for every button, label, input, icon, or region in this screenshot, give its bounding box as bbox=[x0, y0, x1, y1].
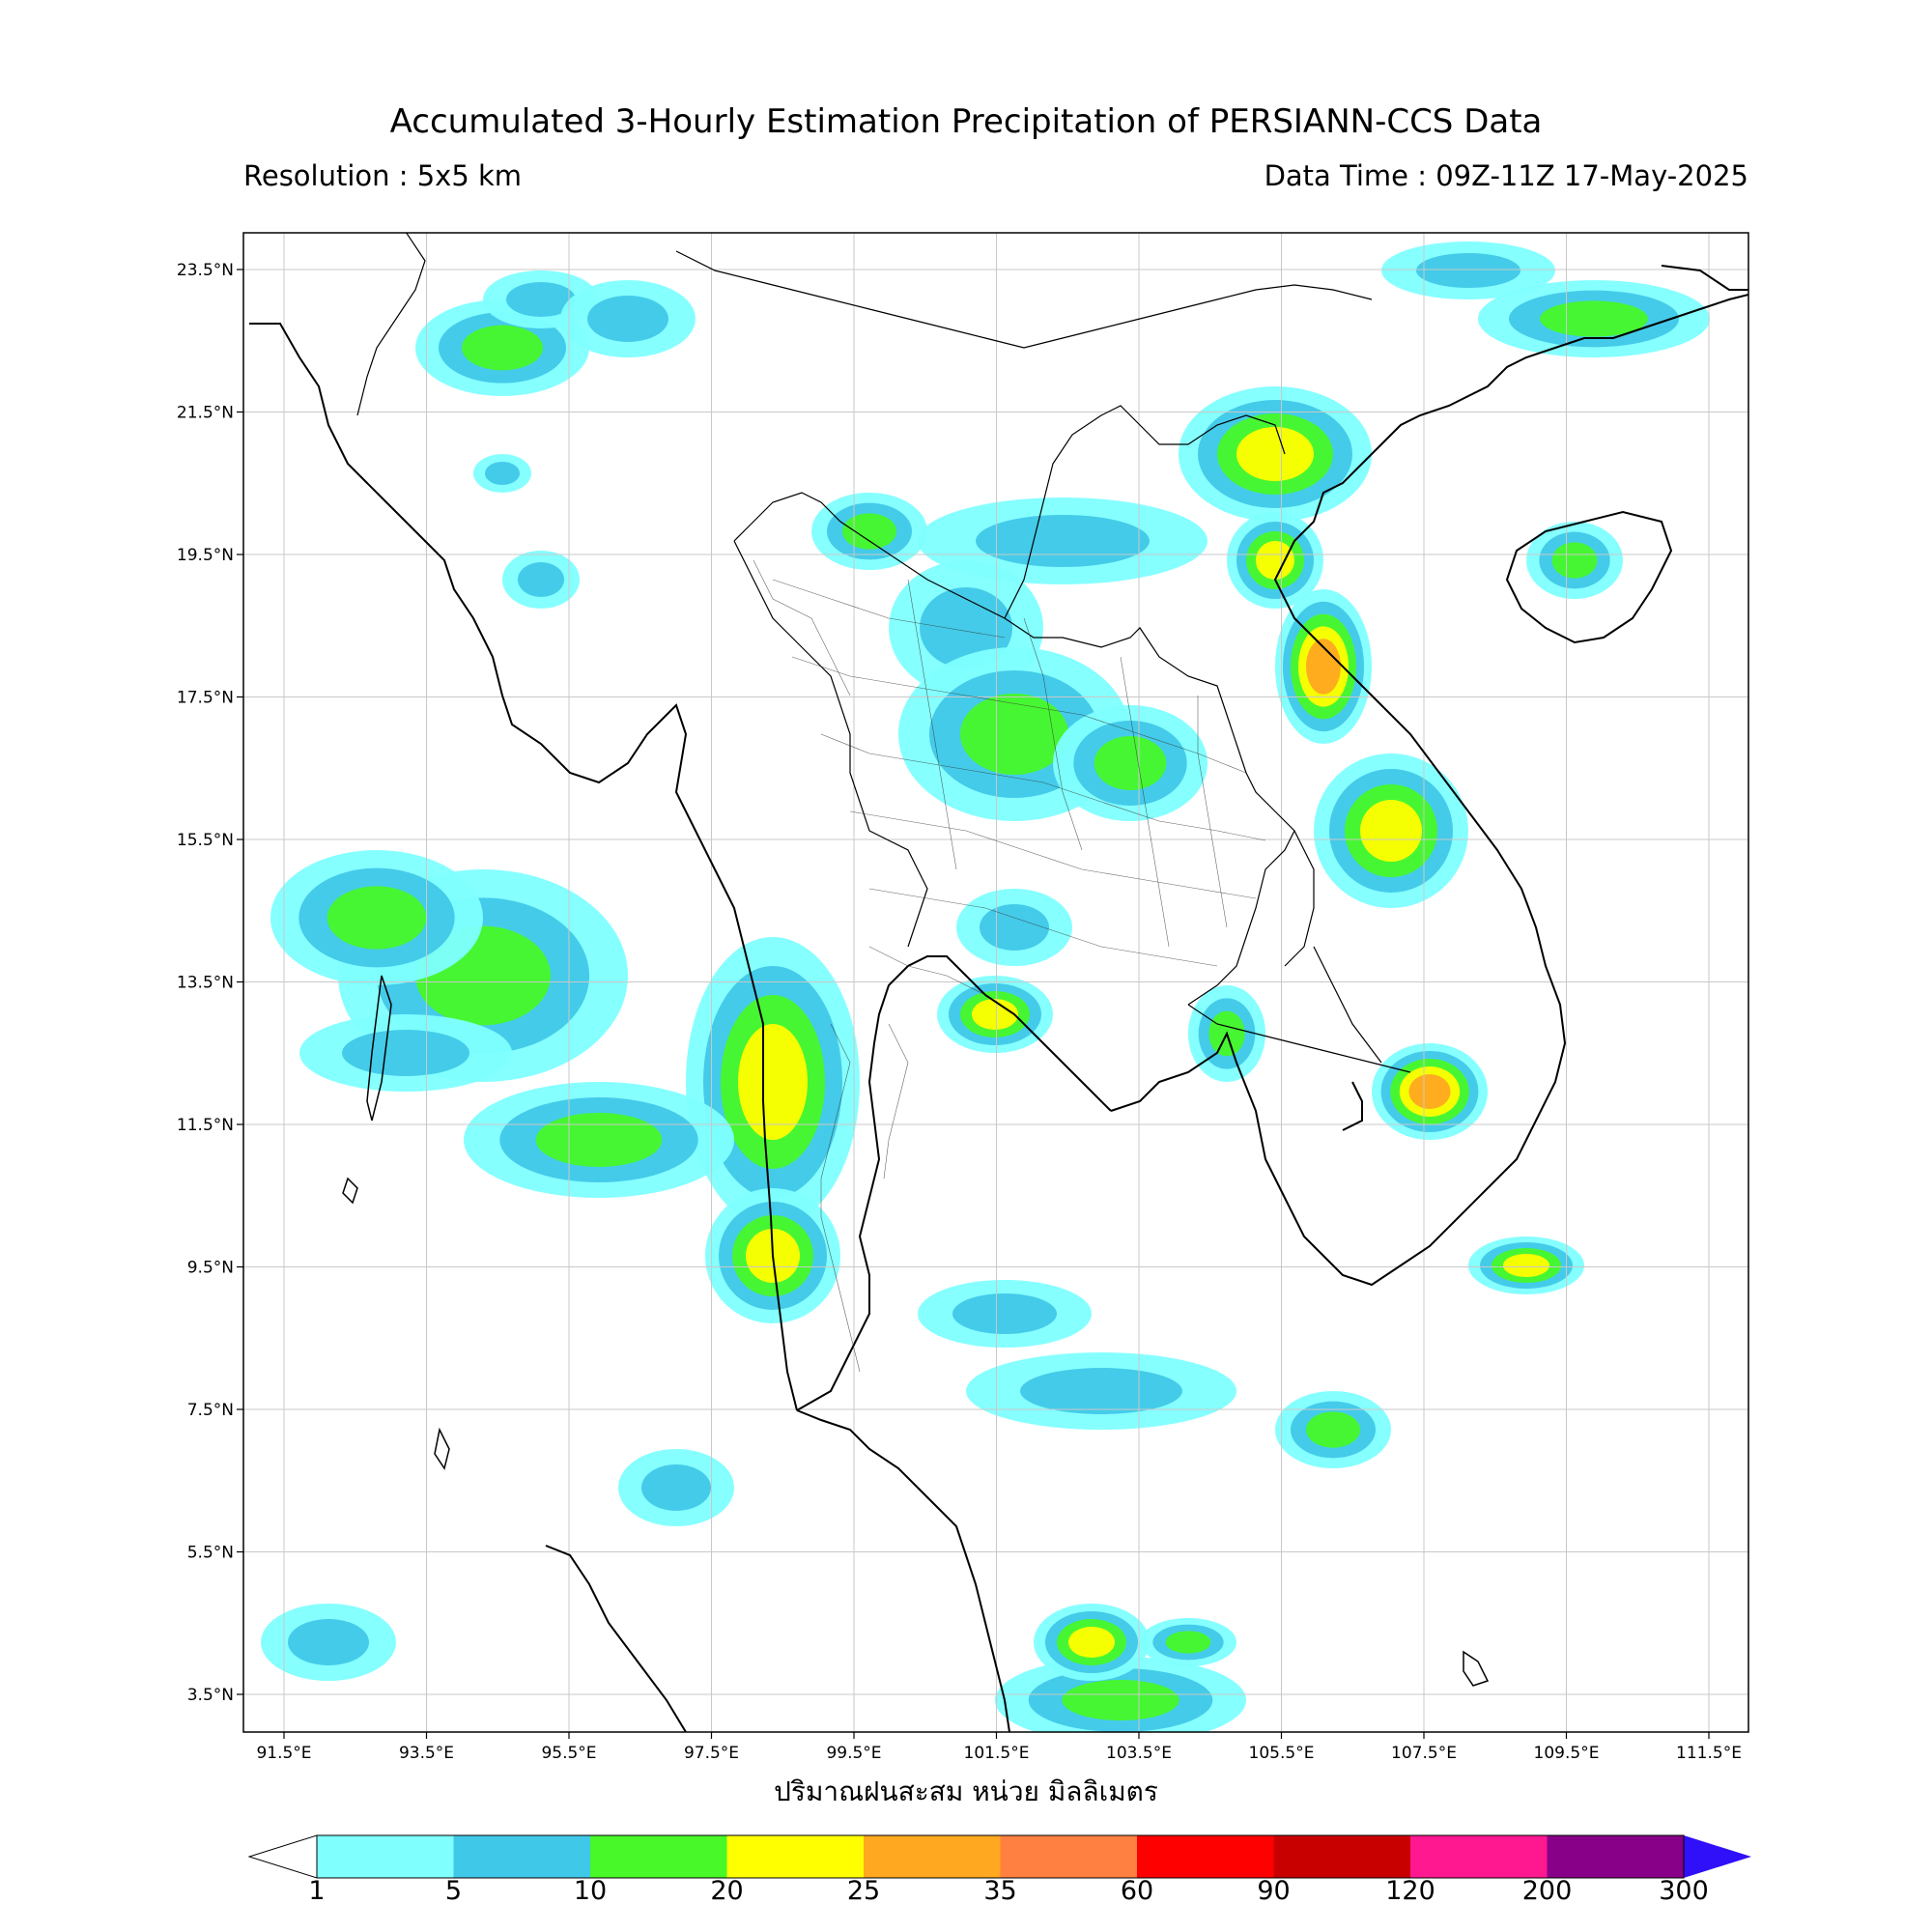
axis-unit-label: ปริมาณฝนสะสม หน่วย มิลลิเมตร bbox=[774, 1776, 1158, 1807]
chart-title: Accumulated 3-Hourly Estimation Precipit… bbox=[389, 102, 1543, 141]
colorbar-label: 5 bbox=[444, 1876, 463, 1906]
lat-tick-label: 21.5°N bbox=[177, 404, 234, 423]
colorbar-segment bbox=[726, 1835, 864, 1878]
lat-tick-label: 17.5°N bbox=[177, 689, 234, 708]
colorbar-label: 20 bbox=[710, 1876, 744, 1906]
lon-tick-label: 101.5°E bbox=[964, 1744, 1030, 1763]
lon-tick-label: 99.5°E bbox=[826, 1744, 881, 1763]
lat-tick-label: 7.5°N bbox=[187, 1401, 234, 1420]
colorbar bbox=[247, 1834, 1751, 1879]
province-borders bbox=[753, 559, 1266, 1373]
colorbar-segment bbox=[590, 1835, 727, 1878]
lat-tick-label: 19.5°N bbox=[177, 546, 234, 565]
colorbar-segment bbox=[1000, 1835, 1137, 1878]
lon-tick-label: 105.5°E bbox=[1249, 1744, 1315, 1763]
colorbar-segment bbox=[1410, 1835, 1548, 1878]
colorbar-under-arrow bbox=[247, 1834, 318, 1879]
gridlines bbox=[243, 233, 1748, 1732]
lon-tick-label: 107.5°E bbox=[1391, 1744, 1457, 1763]
lon-tick-label: 103.5°E bbox=[1106, 1744, 1172, 1763]
islands bbox=[342, 975, 1490, 1687]
colorbar-label: 35 bbox=[983, 1876, 1017, 1906]
lat-tick-label: 23.5°N bbox=[177, 261, 234, 280]
lon-tick-label: 95.5°E bbox=[541, 1744, 596, 1763]
coastlines bbox=[249, 265, 1748, 1732]
lon-tick-label: 111.5°E bbox=[1676, 1744, 1742, 1763]
colorbar-label: 60 bbox=[1120, 1876, 1154, 1906]
lon-tick-label: 93.5°E bbox=[399, 1744, 454, 1763]
resolution-label: Resolution : 5x5 km bbox=[243, 159, 523, 192]
colorbar-segment bbox=[453, 1835, 590, 1878]
lat-tick-label: 15.5°N bbox=[177, 831, 234, 850]
colorbar-label: 1 bbox=[308, 1876, 326, 1906]
precipitation-layer bbox=[261, 242, 1710, 1732]
colorbar-segment bbox=[1273, 1835, 1410, 1878]
colorbar-over-arrow bbox=[1684, 1835, 1751, 1878]
colorbar-segment bbox=[317, 1835, 454, 1878]
colorbar-segment bbox=[1137, 1835, 1274, 1878]
colorbar-label: 120 bbox=[1385, 1876, 1435, 1906]
colorbar-label: 200 bbox=[1521, 1876, 1573, 1906]
colorbar-label: 300 bbox=[1659, 1876, 1709, 1906]
colorbar-label: 10 bbox=[573, 1876, 608, 1906]
colorbar-label: 25 bbox=[846, 1876, 881, 1906]
country-borders bbox=[356, 233, 1411, 1073]
lat-tick-label: 5.5°N bbox=[187, 1544, 234, 1563]
colorbar-label: 90 bbox=[1257, 1876, 1291, 1906]
lat-tick-label: 9.5°N bbox=[187, 1259, 234, 1278]
colorbar-segment bbox=[1547, 1835, 1684, 1878]
lon-tick-label: 109.5°E bbox=[1534, 1744, 1600, 1763]
lat-tick-label: 11.5°N bbox=[177, 1116, 234, 1135]
lon-tick-label: 91.5°E bbox=[256, 1744, 311, 1763]
lat-tick-label: 13.5°N bbox=[177, 974, 234, 993]
longitude-tick-labels: 91.5°E 93.5°E 95.5°E 97.5°E 99.5°E 101.5°E 103… bbox=[256, 1732, 1742, 1763]
data-time-label: Data Time : 09Z-11Z 17-May-2025 bbox=[1264, 159, 1748, 192]
colorbar-segment bbox=[864, 1835, 1001, 1878]
lat-tick-label: 3.5°N bbox=[187, 1686, 234, 1705]
lon-tick-label: 97.5°E bbox=[684, 1744, 739, 1763]
latitude-tick-labels: 23.5°N 21.5°N 19.5°N 17.5°N 15.5°N 13.5°N 11.5… bbox=[177, 261, 243, 1705]
